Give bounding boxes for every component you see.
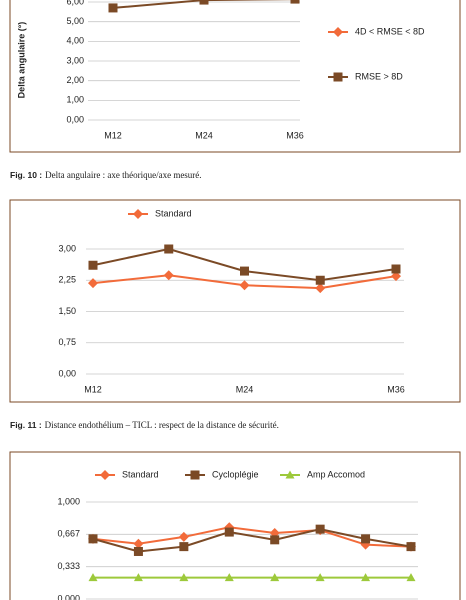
- legend-label: Cycloplégie: [212, 469, 259, 479]
- caption: Fig. 11 : Distance endothélium – TICL : r…: [10, 420, 279, 430]
- x-tick-label: M36: [286, 130, 304, 140]
- x-tick-label: M12: [84, 384, 102, 394]
- legend-marker: [190, 470, 200, 480]
- legend-marker: [285, 470, 295, 479]
- marker: [164, 244, 174, 254]
- x-tick-label: M12: [104, 130, 122, 140]
- series-line: [92, 528, 412, 553]
- marker: [88, 573, 98, 582]
- marker: [179, 542, 189, 552]
- marker: [406, 573, 416, 582]
- x-tick-label: M36: [387, 384, 405, 394]
- marker: [406, 542, 416, 552]
- caption-text: Distance endothélium – TICL : respect de…: [45, 420, 279, 430]
- marker: [133, 573, 143, 582]
- marker: [315, 573, 325, 582]
- marker: [361, 573, 371, 582]
- marker: [88, 278, 98, 289]
- marker: [88, 260, 98, 270]
- marker: [199, 0, 209, 5]
- x-tick-label: M24: [236, 384, 254, 394]
- y-tick-label: 4,00: [66, 36, 84, 46]
- marker: [133, 546, 143, 556]
- legend-label: 4D < RMSE < 8D: [355, 26, 425, 36]
- legend-label: Standard: [122, 469, 159, 479]
- marker: [133, 538, 144, 549]
- x-tick-label: M24: [195, 130, 213, 140]
- marker: [239, 280, 250, 291]
- frame: [9, 199, 461, 403]
- y-tick-label: 3,00: [58, 243, 76, 253]
- y-tick-label: 2,25: [58, 275, 76, 285]
- caption-label: Fig. 10 :: [10, 170, 42, 180]
- marker: [391, 271, 401, 282]
- legend-label: Amp Accomod: [307, 469, 365, 479]
- legend-marker: [100, 470, 110, 480]
- legend-marker: [133, 209, 143, 219]
- marker: [108, 3, 118, 13]
- y-tick-label: 3,00: [66, 55, 84, 65]
- y-tick-label: 0,667: [57, 529, 80, 539]
- y-tick-label: 1,50: [58, 306, 76, 316]
- y-tick-label: 2,00: [66, 75, 84, 85]
- legend-marker: [333, 72, 343, 82]
- series-line: [92, 526, 412, 548]
- legend-label: RMSE > 8D: [355, 71, 403, 81]
- y-tick-label: 1,000: [57, 496, 80, 506]
- legend-label: Standard: [155, 208, 192, 218]
- marker: [270, 535, 280, 545]
- marker: [270, 573, 280, 582]
- marker: [163, 270, 174, 281]
- marker: [315, 283, 326, 294]
- marker: [88, 534, 98, 544]
- marker: [391, 264, 401, 274]
- y-tick-label: 0,00: [58, 368, 76, 378]
- marker: [224, 573, 234, 582]
- y-tick-label: 6,00: [66, 0, 84, 6]
- caption-text: Delta angulaire : axe théorique/axe mesu…: [45, 170, 201, 180]
- marker: [224, 527, 234, 537]
- marker: [178, 531, 189, 542]
- caption: Fig. 10 : Delta angulaire : axe théorique…: [10, 170, 202, 180]
- y-axis-label: Delta angulaire (°): [16, 22, 26, 99]
- legend-marker: [333, 27, 343, 37]
- marker: [315, 524, 325, 534]
- marker: [315, 275, 325, 285]
- frame: [9, 451, 461, 600]
- y-tick-label: 5,00: [66, 16, 84, 26]
- frame: [9, 0, 461, 153]
- y-tick-label: 0,75: [58, 337, 76, 347]
- marker: [290, 0, 300, 4]
- marker: [361, 534, 371, 544]
- marker: [240, 266, 249, 276]
- caption-label: Fig. 11 :: [10, 420, 42, 430]
- y-tick-label: 0,000: [57, 593, 80, 600]
- y-tick-label: 0,00: [66, 114, 84, 124]
- y-tick-label: 1,00: [66, 95, 84, 105]
- y-tick-label: 0,333: [57, 561, 80, 571]
- marker: [179, 573, 189, 582]
